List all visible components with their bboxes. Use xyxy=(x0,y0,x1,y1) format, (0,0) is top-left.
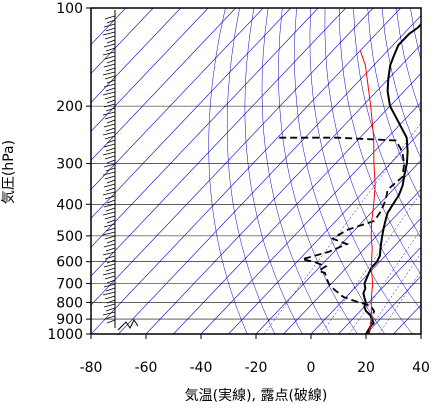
x-tick-label: -20 xyxy=(245,360,268,376)
x-tick-label: -60 xyxy=(135,360,158,376)
y-tick-label: 300 xyxy=(56,157,83,173)
x-tick-label: 20 xyxy=(357,360,375,376)
y-tick-label: 1000 xyxy=(47,327,83,343)
x-tick-label: -40 xyxy=(190,360,213,376)
y-axis-title: 気圧(hPa) xyxy=(1,140,17,204)
x-tick-label: 0 xyxy=(307,360,316,376)
y-tick-label: 400 xyxy=(56,197,83,213)
y-tick-label: 900 xyxy=(56,312,83,328)
x-axis-title: 気温(実線), 露点(破線) xyxy=(185,388,328,404)
y-tick-label: 200 xyxy=(56,99,83,115)
y-tick-label: 600 xyxy=(56,255,83,271)
y-tick-label: 800 xyxy=(56,295,83,311)
y-tick-label: 700 xyxy=(56,277,83,293)
x-tick-label: 40 xyxy=(412,360,430,376)
y-tick-label: 500 xyxy=(56,229,83,245)
y-tick-label: 100 xyxy=(56,1,83,17)
x-tick-label: -80 xyxy=(80,360,103,376)
